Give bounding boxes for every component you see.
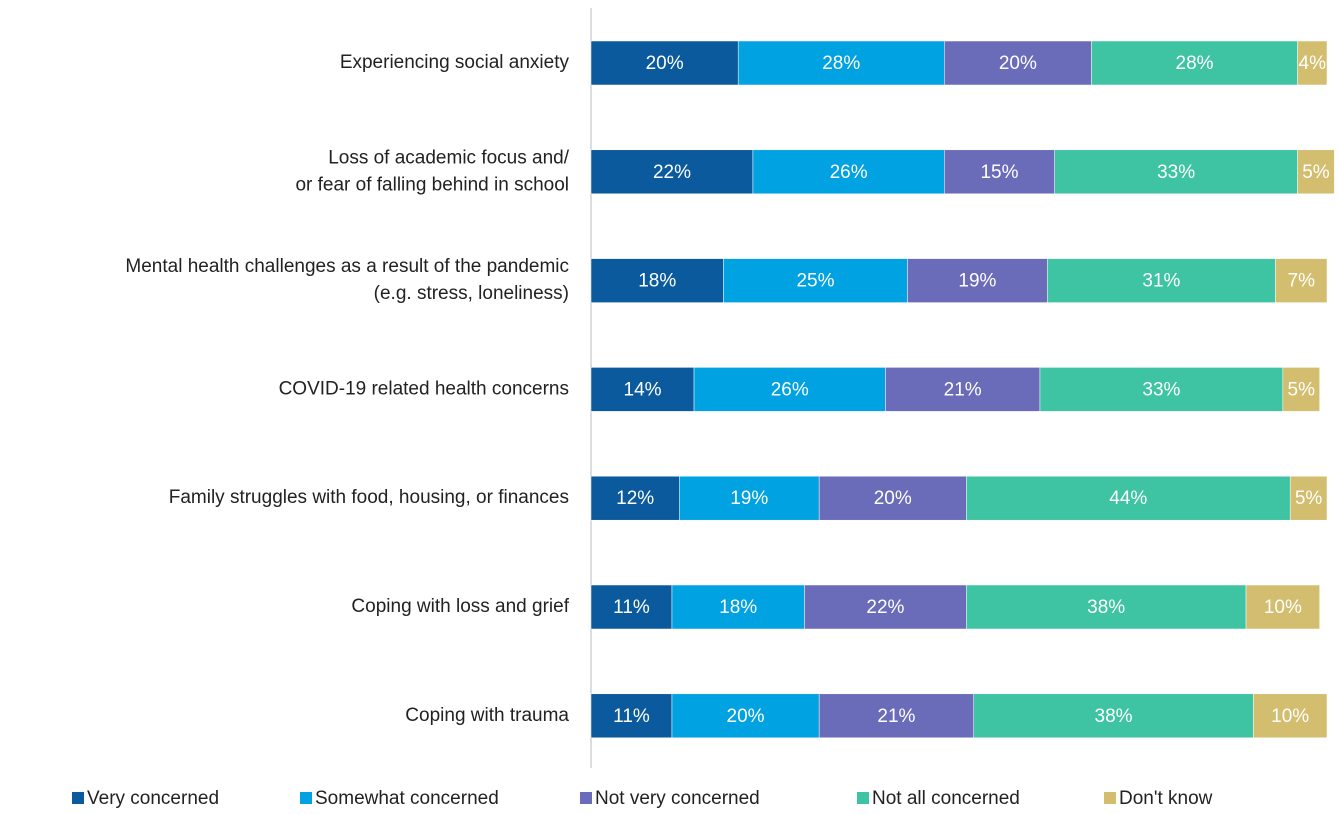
- value-label: 14%: [624, 379, 662, 400]
- value-label: 20%: [874, 488, 912, 509]
- value-label: 38%: [1087, 597, 1125, 618]
- value-label: 18%: [719, 597, 757, 618]
- category-label: Family struggles with food, housing, or …: [169, 487, 569, 508]
- bar-segment: [1047, 258, 1276, 303]
- value-label: 12%: [616, 488, 654, 509]
- category-label: Loss of academic focus and/: [328, 147, 570, 168]
- value-label: 11%: [613, 597, 650, 618]
- bar-segment: [590, 367, 695, 412]
- bar-segment: [590, 40, 739, 86]
- value-label: 20%: [646, 53, 684, 74]
- bar-segment: [723, 258, 908, 303]
- category-label: Coping with trauma: [405, 705, 569, 726]
- bar-segment: [1245, 584, 1320, 630]
- bar-segment: [1039, 367, 1284, 412]
- value-label: 31%: [1142, 271, 1180, 292]
- bar-segment: [590, 149, 754, 195]
- bar-segment: [1297, 40, 1328, 86]
- bar-segment: [818, 693, 974, 739]
- bar-segment: [1054, 149, 1298, 195]
- bar-segment: [1275, 258, 1328, 303]
- category-label: or fear of falling behind in school: [295, 174, 569, 195]
- bar-segment: [966, 475, 1291, 521]
- bar-segment: [1297, 149, 1335, 195]
- value-label: 20%: [727, 706, 765, 727]
- value-label: 44%: [1109, 488, 1147, 509]
- value-label: 28%: [822, 53, 860, 74]
- bar-segment: [737, 40, 945, 86]
- value-label: 22%: [866, 597, 904, 618]
- bar-segment: [818, 475, 967, 521]
- value-label: 25%: [796, 271, 834, 292]
- value-label: 15%: [980, 162, 1018, 183]
- bar-segment: [1253, 693, 1328, 739]
- value-label: 11%: [613, 706, 650, 727]
- bar-segment: [679, 475, 820, 521]
- bar-segment: [590, 693, 673, 739]
- category-label: (e.g. stress, loneliness): [374, 283, 569, 304]
- legend-swatch: [1104, 792, 1116, 804]
- bar-segment: [804, 584, 967, 630]
- value-label: 28%: [1176, 53, 1214, 74]
- bar-segment: [944, 149, 1055, 195]
- bar-segment: [693, 367, 886, 412]
- category-label: COVID-19 related health concerns: [279, 378, 569, 399]
- value-label: 7%: [1288, 271, 1316, 292]
- bar-segment: [590, 258, 724, 303]
- value-label: 38%: [1095, 706, 1133, 727]
- bar-segment: [973, 693, 1254, 739]
- legend-label: Very concerned: [87, 788, 219, 809]
- bar-segment: [671, 693, 820, 739]
- value-label: 20%: [999, 53, 1037, 74]
- value-label: 33%: [1142, 379, 1180, 400]
- value-label: 4%: [1299, 53, 1327, 74]
- value-label: 10%: [1264, 597, 1302, 618]
- value-label: 18%: [638, 271, 676, 292]
- bar-segment: [590, 584, 673, 630]
- bar-segment: [1282, 367, 1320, 412]
- legend-label: Somewhat concerned: [315, 788, 499, 809]
- legend-swatch: [857, 792, 869, 804]
- value-label: 33%: [1157, 162, 1195, 183]
- value-label: 5%: [1302, 162, 1330, 183]
- legend-label: Don't know: [1119, 788, 1213, 809]
- value-label: 22%: [653, 162, 691, 183]
- value-label: 5%: [1288, 379, 1316, 400]
- bar-segment: [671, 584, 805, 630]
- category-label: Mental health challenges as a result of …: [125, 256, 569, 277]
- value-label: 19%: [730, 488, 768, 509]
- bar-segment: [907, 258, 1048, 303]
- legend-label: Not very concerned: [595, 788, 760, 809]
- legend-swatch: [300, 792, 312, 804]
- bar-segment: [590, 475, 680, 521]
- category-label: Experiencing social anxiety: [340, 52, 570, 73]
- value-label: 21%: [944, 379, 982, 400]
- bar-segment: [966, 584, 1247, 630]
- value-label: 26%: [830, 162, 868, 183]
- category-label: Coping with loss and grief: [351, 596, 569, 617]
- legend-swatch: [580, 792, 592, 804]
- value-label: 26%: [771, 379, 809, 400]
- legend-swatch: [72, 792, 84, 804]
- value-label: 19%: [958, 271, 996, 292]
- bar-segment: [885, 367, 1041, 412]
- value-label: 5%: [1295, 488, 1323, 509]
- bar-segment: [944, 40, 1092, 86]
- bar-segment: [1289, 475, 1328, 521]
- value-label: 21%: [877, 706, 915, 727]
- value-label: 10%: [1271, 706, 1309, 727]
- legend-label: Not all concerned: [872, 788, 1020, 809]
